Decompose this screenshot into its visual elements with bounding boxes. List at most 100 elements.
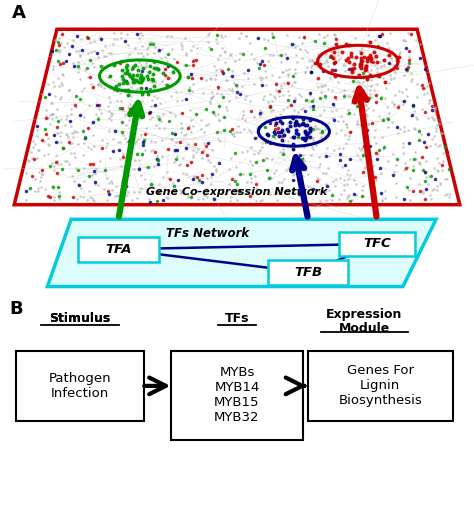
- Point: [173, 97, 181, 105]
- Point: [90, 167, 98, 175]
- Point: [185, 62, 193, 70]
- Point: [108, 179, 115, 187]
- Text: Pathogen
Infection: Pathogen Infection: [49, 372, 111, 400]
- Point: [76, 95, 83, 103]
- Point: [257, 73, 264, 82]
- Point: [309, 61, 316, 69]
- Point: [147, 182, 155, 190]
- Point: [309, 134, 317, 143]
- Point: [105, 190, 112, 198]
- Point: [133, 85, 140, 93]
- Point: [283, 31, 291, 40]
- Point: [233, 195, 240, 204]
- Point: [140, 136, 148, 144]
- Point: [178, 189, 185, 197]
- Point: [337, 126, 344, 134]
- Point: [177, 40, 185, 48]
- Point: [354, 88, 361, 96]
- Point: [78, 46, 85, 54]
- Point: [346, 155, 354, 163]
- Point: [63, 157, 71, 165]
- Point: [279, 68, 287, 76]
- Point: [162, 84, 170, 92]
- Point: [165, 61, 173, 69]
- Point: [138, 97, 146, 105]
- Point: [134, 49, 141, 57]
- Point: [246, 156, 254, 165]
- Point: [166, 108, 173, 116]
- Point: [169, 68, 177, 76]
- Text: Stimulus: Stimulus: [49, 312, 110, 325]
- Point: [315, 175, 323, 183]
- Point: [340, 181, 348, 189]
- Point: [98, 144, 105, 152]
- Point: [137, 61, 145, 69]
- Point: [307, 68, 315, 76]
- Point: [284, 70, 292, 78]
- Point: [146, 67, 154, 75]
- Point: [54, 105, 61, 113]
- Point: [331, 93, 339, 101]
- Point: [125, 70, 133, 78]
- Point: [421, 195, 428, 203]
- Point: [313, 174, 321, 182]
- Point: [403, 66, 410, 74]
- Point: [289, 141, 297, 149]
- Point: [106, 98, 114, 106]
- Point: [299, 134, 306, 142]
- Point: [256, 112, 264, 121]
- Point: [269, 131, 276, 140]
- Point: [358, 186, 365, 194]
- Point: [173, 146, 181, 154]
- Point: [400, 195, 408, 204]
- Point: [46, 162, 54, 170]
- Point: [107, 109, 114, 117]
- Point: [125, 72, 133, 80]
- Point: [84, 143, 91, 151]
- Point: [312, 125, 320, 133]
- Point: [422, 185, 429, 193]
- Point: [404, 63, 411, 71]
- Point: [270, 127, 277, 135]
- Point: [182, 51, 190, 60]
- Point: [438, 129, 446, 137]
- Point: [422, 65, 429, 73]
- Point: [284, 96, 292, 104]
- Point: [302, 133, 310, 142]
- Point: [238, 148, 246, 156]
- Point: [70, 62, 77, 70]
- Point: [45, 90, 53, 98]
- Point: [315, 55, 323, 64]
- Point: [243, 188, 250, 196]
- Point: [241, 116, 249, 125]
- Point: [288, 40, 295, 48]
- Point: [133, 71, 140, 79]
- Point: [310, 136, 317, 145]
- Point: [142, 163, 149, 171]
- Point: [368, 167, 376, 175]
- Point: [112, 182, 120, 190]
- Point: [163, 186, 171, 194]
- Point: [356, 62, 364, 70]
- Text: TFs: TFs: [225, 312, 249, 325]
- Polygon shape: [14, 29, 460, 205]
- Point: [179, 153, 186, 162]
- Point: [337, 54, 344, 62]
- Point: [330, 113, 338, 122]
- Point: [170, 181, 177, 189]
- Point: [126, 100, 134, 108]
- Point: [176, 160, 183, 168]
- Point: [129, 78, 137, 87]
- Point: [49, 183, 57, 191]
- Point: [217, 128, 225, 136]
- Point: [145, 68, 153, 76]
- Point: [357, 49, 365, 57]
- Point: [311, 58, 319, 67]
- Point: [118, 198, 126, 206]
- Point: [380, 115, 387, 124]
- Point: [379, 74, 387, 82]
- Point: [392, 161, 400, 169]
- Point: [363, 76, 371, 85]
- Point: [299, 115, 307, 124]
- Point: [154, 156, 161, 165]
